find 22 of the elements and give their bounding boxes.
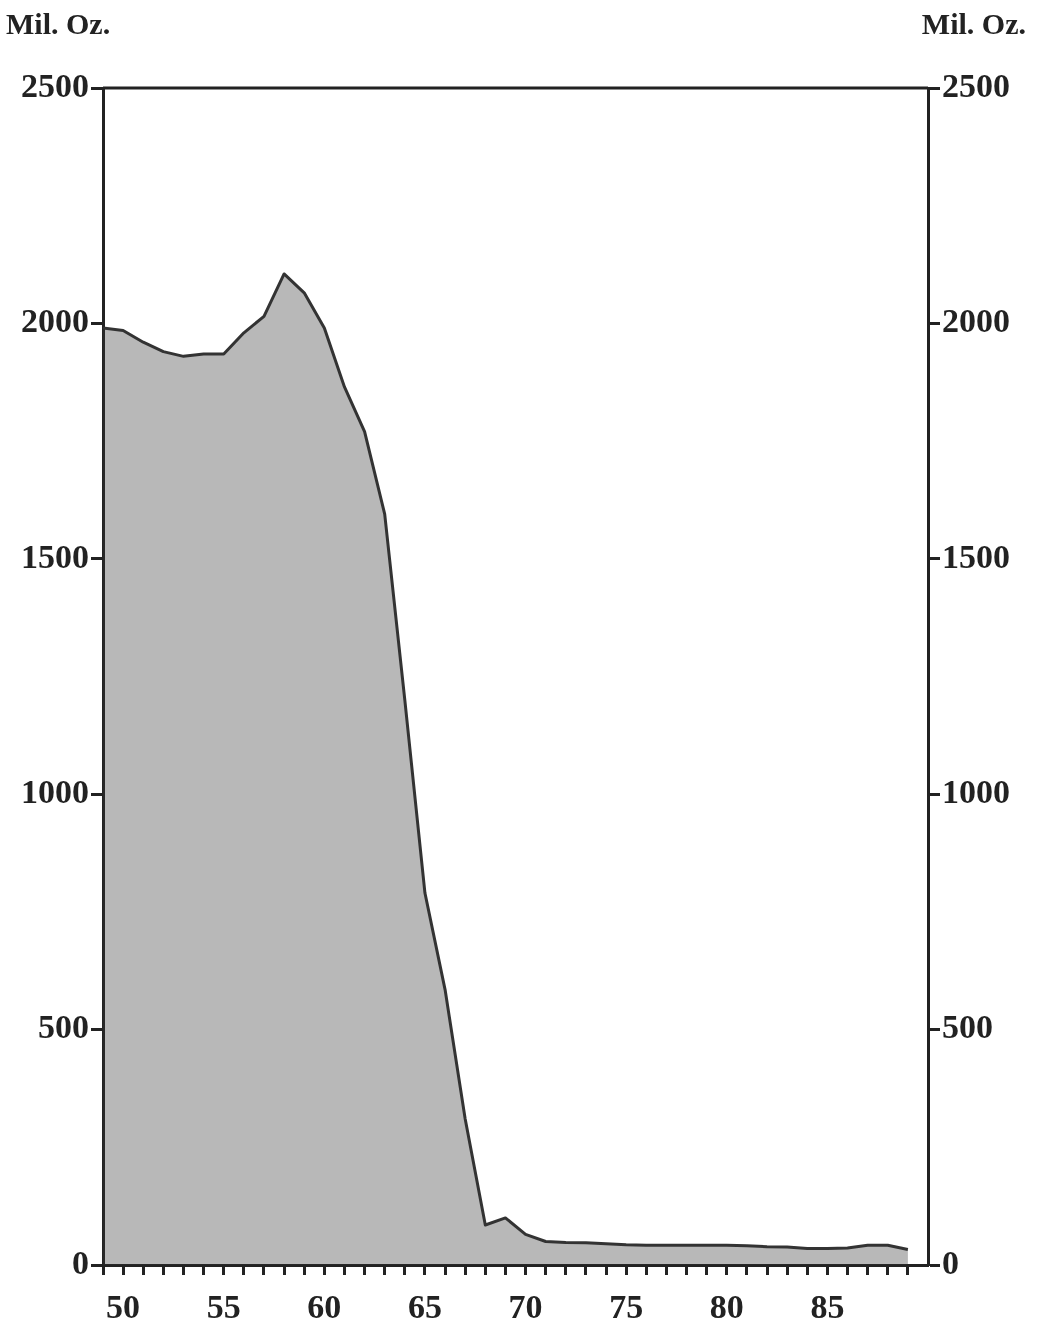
x-tick-label: 50 [106,1288,141,1326]
y2-tick-label: 2000 [942,302,1010,340]
y2-axis-title: Mil. Oz. [921,7,1026,40]
y-tick-label: 1000 [21,772,89,810]
y2-tick-label: 2500 [942,66,1010,104]
x-tick-label: 75 [609,1288,644,1326]
x-tick-label: 85 [810,1288,845,1326]
x-tick-label: 70 [508,1288,543,1326]
x-tick-label: 60 [307,1288,342,1326]
y-tick-label: 1500 [21,537,89,575]
x-tick-label: 55 [206,1288,241,1326]
x-tick-label: 80 [709,1288,744,1326]
y-axis-title: Mil. Oz. [6,7,111,40]
y-tick-label: 2000 [21,302,89,340]
y-tick-label: 500 [38,1008,89,1046]
y2-tick-label: 0 [942,1243,959,1281]
y-tick-label: 2500 [21,66,89,104]
x-tick-label: 65 [407,1288,442,1326]
y2-tick-label: 1000 [942,772,1010,810]
y-tick-label: 0 [72,1243,89,1281]
y2-tick-label: 1500 [942,537,1010,575]
y2-tick-label: 500 [942,1008,993,1046]
